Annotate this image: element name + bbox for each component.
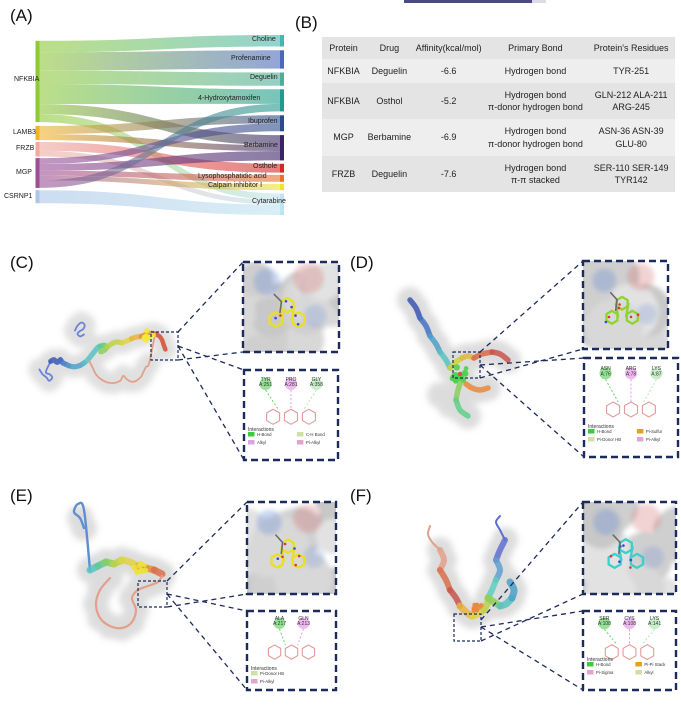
svg-text:Pi-Alkyl: Pi-Alkyl bbox=[646, 437, 660, 442]
svg-text:A:87: A:87 bbox=[651, 371, 662, 377]
svg-text:A:78: A:78 bbox=[626, 371, 637, 377]
svg-text:Pi-Donor HB: Pi-Donor HB bbox=[260, 671, 284, 676]
svg-text:Alkyl: Alkyl bbox=[644, 670, 653, 675]
svg-text:Pi-Donor HB: Pi-Donor HB bbox=[597, 437, 621, 442]
svg-text:A:213: A:213 bbox=[297, 621, 310, 627]
svg-text:Pi-Sigma: Pi-Sigma bbox=[596, 670, 614, 675]
svg-text:A:108: A:108 bbox=[623, 621, 636, 627]
svg-text:Alkyl: Alkyl bbox=[257, 440, 266, 445]
svg-text:A:76: A:76 bbox=[600, 371, 611, 377]
svg-text:Pi-Sulfur: Pi-Sulfur bbox=[646, 429, 663, 434]
svg-text:H-Bond: H-Bond bbox=[596, 662, 611, 667]
svg-text:C-H Bond: C-H Bond bbox=[306, 432, 325, 437]
svg-text:A:108: A:108 bbox=[598, 621, 611, 627]
svg-text:H-Bond: H-Bond bbox=[257, 432, 272, 437]
svg-text:Pi-Alkyl: Pi-Alkyl bbox=[306, 440, 320, 445]
svg-text:A:217: A:217 bbox=[273, 621, 286, 627]
svg-text:Pi-Pi Stack: Pi-Pi Stack bbox=[644, 662, 666, 667]
svg-text:A:358: A:358 bbox=[310, 382, 323, 388]
svg-text:Pi-Alkyl: Pi-Alkyl bbox=[260, 679, 274, 684]
svg-text:A:251: A:251 bbox=[259, 382, 272, 388]
svg-text:H-Bond: H-Bond bbox=[597, 429, 612, 434]
svg-text:A:141: A:141 bbox=[648, 621, 661, 627]
svg-text:A:281: A:281 bbox=[284, 382, 297, 388]
